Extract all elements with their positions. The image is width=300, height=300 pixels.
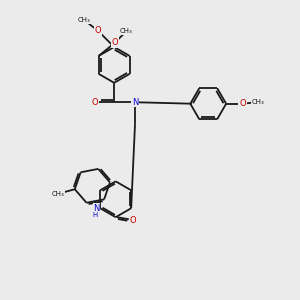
Text: O: O xyxy=(92,98,98,107)
Text: O: O xyxy=(239,99,246,108)
Text: N: N xyxy=(132,98,138,107)
Text: N: N xyxy=(93,204,100,213)
Text: O: O xyxy=(130,216,136,225)
Text: CH₃: CH₃ xyxy=(78,17,91,23)
Text: O: O xyxy=(112,38,119,47)
Text: CH₃: CH₃ xyxy=(120,28,133,34)
Text: O: O xyxy=(94,26,101,35)
Text: H: H xyxy=(92,212,98,218)
Text: CH₃: CH₃ xyxy=(251,99,264,105)
Text: CH₃: CH₃ xyxy=(52,191,65,197)
